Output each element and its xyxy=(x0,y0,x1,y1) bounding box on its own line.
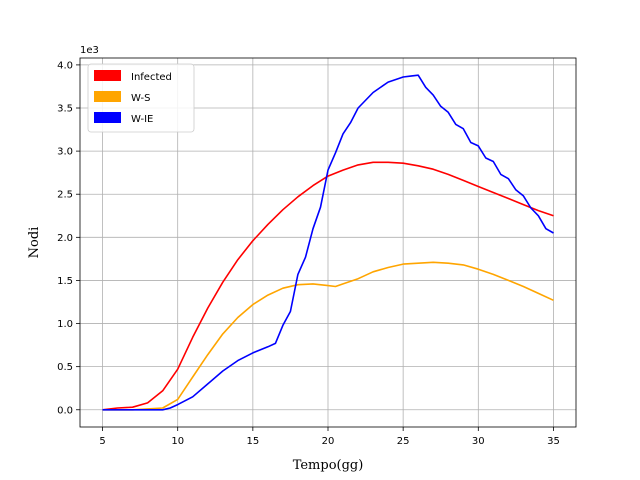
y-tick-label: 0.5 xyxy=(57,362,73,373)
y-tick-label: 2.0 xyxy=(57,233,73,244)
series-line-infected xyxy=(102,161,554,411)
x-tick-label: 25 xyxy=(397,436,410,447)
legend-label: W-IE xyxy=(131,114,153,125)
y-tick-label: 2.5 xyxy=(57,190,73,201)
x-axis-ticks: 5 10 15 20 25 30 35 xyxy=(99,427,560,447)
series-line-w-s xyxy=(102,261,554,411)
y-tick-label: 3.0 xyxy=(57,147,73,158)
series-lines xyxy=(102,74,554,411)
x-tick-label: 15 xyxy=(246,436,259,447)
series-line-w-ie xyxy=(102,74,554,411)
legend-swatch xyxy=(94,91,121,102)
grid-lines xyxy=(80,58,576,427)
x-axis-label: Tempo(gg) xyxy=(293,458,364,473)
y-axis-offset-label: 1e3 xyxy=(80,45,99,56)
y-tick-label: 1.5 xyxy=(57,276,73,287)
y-tick-label: 4.0 xyxy=(57,60,73,71)
legend-swatch xyxy=(94,70,121,81)
y-tick-label: 3.5 xyxy=(57,104,73,115)
x-tick-label: 20 xyxy=(322,436,335,447)
x-tick-label: 30 xyxy=(472,436,485,447)
legend-swatch xyxy=(94,112,121,123)
legend: Infected W-S W-IE xyxy=(87,63,195,133)
legend-label: W-S xyxy=(131,93,150,104)
y-tick-label: 0.0 xyxy=(57,405,73,416)
legend-label: Infected xyxy=(131,72,172,83)
x-tick-label: 10 xyxy=(171,436,184,447)
y-axis-ticks: 0.0 0.5 1.0 1.5 2.0 2.5 3.0 3.5 4.0 xyxy=(57,60,80,416)
y-axis-label: Nodi xyxy=(27,227,42,259)
x-tick-label: 5 xyxy=(99,436,105,447)
x-tick-label: 35 xyxy=(547,436,560,447)
y-tick-label: 1.0 xyxy=(57,319,73,330)
